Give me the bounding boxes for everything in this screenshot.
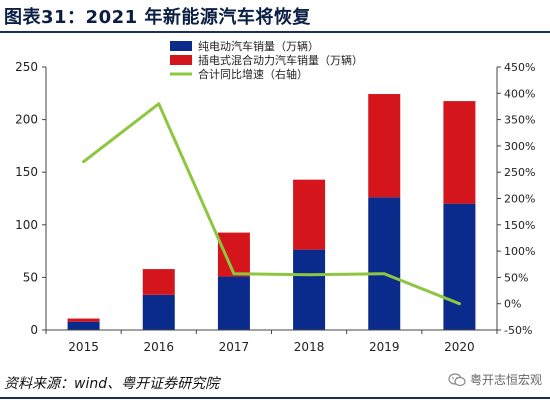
wechat-icon bbox=[448, 372, 466, 386]
source-note: 资料来源：wind、粤开证券研究院 bbox=[4, 376, 220, 392]
chart: 0 50 100 150 200 250 -50% 0% 50% 100% 150% 200% 250… bbox=[15, 39, 535, 354]
chart-title: 图表31：2021 年新能源汽车将恢复 bbox=[4, 7, 311, 28]
growth-point bbox=[382, 272, 386, 276]
growth-point bbox=[232, 272, 236, 276]
growth-line-path bbox=[82, 102, 460, 306]
growth-point bbox=[457, 302, 461, 306]
x-tick-label: 2019 bbox=[369, 340, 400, 354]
bar-phev bbox=[142, 269, 175, 295]
y-tick-label-left: 100 bbox=[15, 218, 38, 232]
y-tick-label-right: 200% bbox=[504, 193, 535, 206]
x-tick-label: 2016 bbox=[143, 340, 174, 354]
y-tick-label-right: 50% bbox=[504, 271, 528, 284]
y-tick-label-left: 0 bbox=[30, 323, 38, 337]
legend-swatch bbox=[170, 41, 192, 51]
title-divider bbox=[0, 31, 550, 33]
y-tick-label-right: 150% bbox=[504, 219, 535, 232]
bar-bev bbox=[67, 321, 100, 330]
y-tick-label-right: 250% bbox=[504, 166, 535, 179]
y-tick-label-right: 350% bbox=[504, 114, 535, 127]
legend: 纯电动汽车销量（万辆）插电式混合动力汽车销量（万辆）合计同比增速（右轴） bbox=[170, 39, 363, 81]
growth-point bbox=[157, 102, 161, 106]
growth-line bbox=[82, 102, 461, 306]
watermark: 粤开志恒宏观 bbox=[448, 371, 542, 388]
growth-point bbox=[307, 273, 311, 277]
bar-phev bbox=[217, 232, 250, 277]
legend-label: 合计同比增速（右轴） bbox=[198, 67, 308, 81]
y-tick-label-right: 400% bbox=[504, 87, 535, 100]
x-tick-label: 2020 bbox=[444, 340, 475, 354]
bar-bev bbox=[368, 197, 401, 330]
legend-label: 纯电动汽车销量（万辆） bbox=[198, 39, 319, 53]
y-axis-right: -50% 0% 50% 100% 150% 200% 250% 300% 350% 400% 450… bbox=[496, 61, 535, 337]
bar-phev bbox=[368, 94, 401, 198]
y-axis-left: 0 50 100 150 200 250 bbox=[15, 60, 47, 337]
bar-bev bbox=[443, 203, 476, 330]
bar-phev bbox=[67, 318, 100, 322]
growth-point bbox=[82, 160, 86, 164]
x-axis: 2015 2016 2017 2018 2019 2020 bbox=[45, 329, 498, 354]
y-tick-label-right: 300% bbox=[504, 140, 535, 153]
y-tick-label-left: 200 bbox=[15, 113, 38, 127]
y-tick-label-right: 0% bbox=[504, 298, 521, 311]
y-tick-label-right: -50% bbox=[504, 324, 532, 337]
legend-swatch bbox=[170, 55, 192, 65]
bottom-divider bbox=[0, 397, 550, 399]
x-tick-label: 2017 bbox=[219, 340, 250, 354]
x-tick-label: 2018 bbox=[294, 340, 325, 354]
y-tick-label-left: 250 bbox=[15, 60, 38, 74]
legend-label: 插电式混合动力汽车销量（万辆） bbox=[198, 53, 363, 67]
bar-phev bbox=[443, 101, 476, 204]
bar-phev bbox=[293, 179, 326, 250]
x-tick-label: 2015 bbox=[68, 340, 99, 354]
y-tick-label-right: 100% bbox=[504, 245, 535, 258]
y-tick-label-left: 150 bbox=[15, 165, 38, 179]
y-tick-label-right: 450% bbox=[504, 61, 535, 74]
watermark-text: 粤开志恒宏观 bbox=[469, 373, 542, 387]
y-tick-label-left: 50 bbox=[23, 270, 38, 284]
bar-bev bbox=[217, 276, 250, 330]
bars bbox=[67, 94, 476, 330]
bar-bev bbox=[142, 294, 175, 330]
bar-bev bbox=[293, 249, 326, 330]
